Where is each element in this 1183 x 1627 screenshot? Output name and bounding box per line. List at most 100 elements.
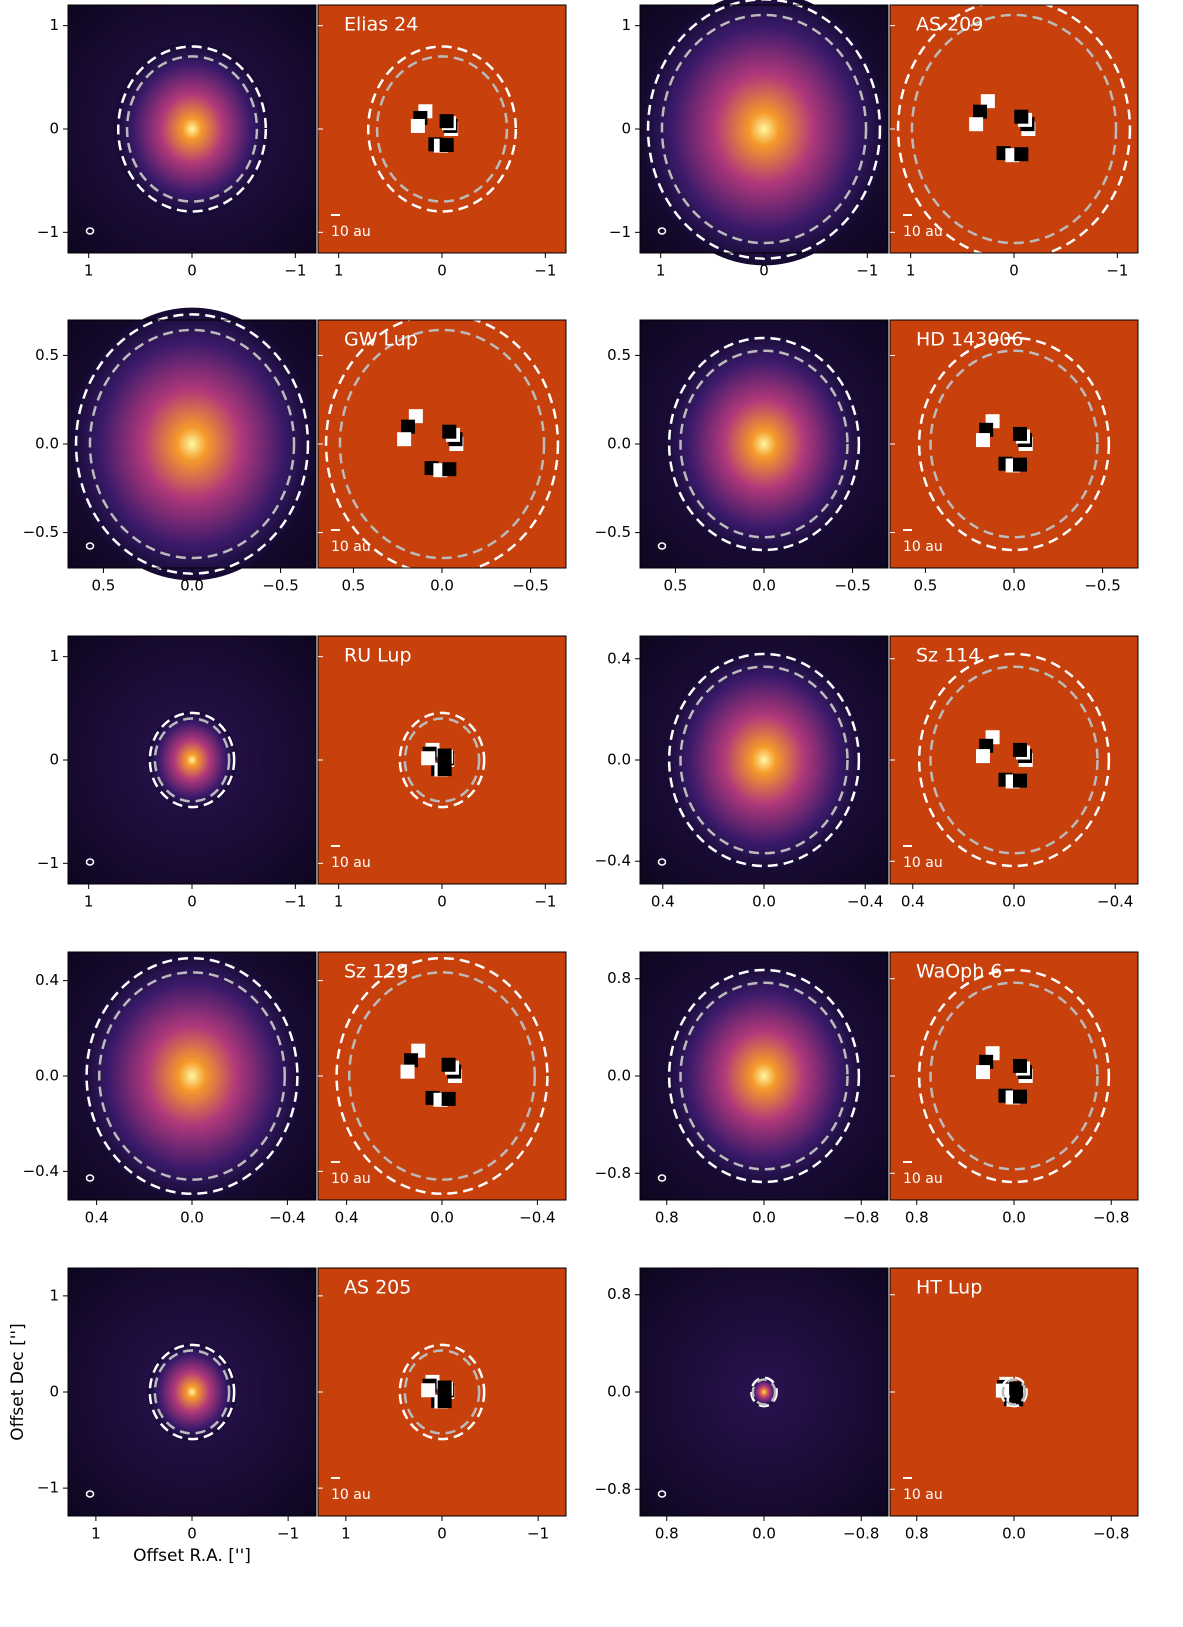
disk-emission <box>147 710 236 809</box>
x-tick-label: 0.0 <box>180 577 204 595</box>
x-tick-label: −0.4 <box>269 1209 305 1227</box>
panel-title: Sz 129 <box>344 961 408 983</box>
x-tick-label: 0.0 <box>1002 1209 1026 1227</box>
residual-blob <box>421 1383 435 1397</box>
x-tick-label: 0 <box>187 262 197 280</box>
scale-label: 10 au <box>903 224 943 240</box>
disk-emission <box>664 648 865 871</box>
y-tick-label: 1 <box>49 16 59 34</box>
panel-title: WaOph 6 <box>916 961 1002 983</box>
residual-background <box>890 636 1138 884</box>
x-tick-label: 0.0 <box>180 1209 204 1227</box>
y-tick-label: 0.4 <box>607 649 631 667</box>
residual-blob <box>442 1092 456 1106</box>
y-tick-label: 0.4 <box>35 971 59 989</box>
y-tick-label: 0.0 <box>607 1067 631 1085</box>
panel-title: AS 209 <box>916 14 983 36</box>
disk-emission <box>69 308 315 581</box>
scale-label: 10 au <box>331 224 371 240</box>
scale-label: 10 au <box>331 1487 371 1503</box>
x-tick-label: −0.8 <box>1093 1209 1129 1227</box>
disk-emission <box>80 952 303 1200</box>
scale-label: 10 au <box>903 1171 943 1187</box>
y-tick-label: 0.0 <box>35 435 59 453</box>
y-tick-label: −0.5 <box>595 523 631 541</box>
x-tick-label: 0.0 <box>1002 893 1026 911</box>
residual-blob <box>440 138 454 152</box>
x-tick-label: 0 <box>437 262 447 280</box>
x-tick-label: 0.0 <box>752 577 776 595</box>
residual-blob <box>411 119 425 133</box>
x-tick-label: 1 <box>334 893 344 911</box>
x-tick-label: −0.5 <box>262 577 298 595</box>
x-tick-label: 1 <box>656 262 666 280</box>
y-tick-label: 0 <box>621 120 631 138</box>
y-tick-label: −1 <box>37 223 59 241</box>
disk-emission <box>114 42 270 216</box>
y-tick-label: 0 <box>49 751 59 769</box>
x-tick-label: −1 <box>527 1525 549 1543</box>
x-axis-label: Offset R.A. [''] <box>133 1546 251 1566</box>
x-tick-label: −1 <box>534 262 556 280</box>
y-tick-label: 0 <box>49 1383 59 1401</box>
x-tick-label: 0.0 <box>752 893 776 911</box>
scale-label: 10 au <box>331 855 371 871</box>
x-tick-label: 0.8 <box>655 1209 679 1227</box>
disk-emission <box>664 964 865 1187</box>
panel-title: Sz 114 <box>916 645 980 667</box>
x-tick-label: 0.8 <box>655 1525 679 1543</box>
residual-blob <box>973 105 987 119</box>
scale-label: 10 au <box>903 855 943 871</box>
residual-blob <box>1013 1090 1027 1104</box>
y-tick-label: 0.0 <box>607 751 631 769</box>
residual-blob <box>442 425 456 439</box>
x-tick-label: −0.5 <box>512 577 548 595</box>
residual-blob <box>438 1381 452 1395</box>
x-tick-label: 0.4 <box>335 1209 359 1227</box>
y-tick-label: −1 <box>609 223 631 241</box>
x-tick-label: 0.5 <box>913 577 937 595</box>
y-tick-label: −0.8 <box>595 1480 631 1498</box>
residual-background <box>318 952 566 1200</box>
x-tick-label: −1 <box>284 893 306 911</box>
figure: 10 au Elias 24 1 1 0 0 −1 −1 −1 0 1 10 au AS 209 1 1 0 0… <box>0 0 1183 1623</box>
x-tick-label: −1 <box>1106 262 1128 280</box>
residual-blob <box>421 751 435 765</box>
x-tick-label: 0.8 <box>905 1209 929 1227</box>
residual-blob <box>401 1065 415 1079</box>
y-tick-label: 0.8 <box>607 1285 631 1303</box>
residual-blob <box>1009 1381 1023 1395</box>
x-tick-label: 1 <box>91 1525 101 1543</box>
x-tick-label: 0.5 <box>341 577 365 595</box>
panel-title: Elias 24 <box>344 14 418 36</box>
x-tick-label: 0.0 <box>752 1209 776 1227</box>
residual-blob <box>976 1065 990 1079</box>
residual-background <box>890 320 1138 568</box>
panel-title: GW Lup <box>344 329 418 351</box>
residual-blob <box>976 749 990 763</box>
x-tick-label: 0 <box>437 893 447 911</box>
x-tick-label: 0.4 <box>651 893 675 911</box>
residual-blob <box>1013 743 1027 757</box>
disk-emission <box>664 332 865 555</box>
x-tick-label: −1 <box>856 262 878 280</box>
y-tick-label: 0.0 <box>607 435 631 453</box>
x-tick-label: 0.5 <box>663 577 687 595</box>
x-tick-label: −0.8 <box>1093 1525 1129 1543</box>
panel-title: AS 205 <box>344 1277 411 1299</box>
x-tick-label: 1 <box>341 1525 351 1543</box>
x-tick-label: −1 <box>534 893 556 911</box>
x-tick-label: 0 <box>759 262 769 280</box>
x-tick-label: −0.4 <box>847 893 883 911</box>
x-tick-label: 0 <box>1009 262 1019 280</box>
residual-blob <box>1013 774 1027 788</box>
x-tick-label: 1 <box>906 262 916 280</box>
x-tick-label: −0.8 <box>843 1209 879 1227</box>
y-tick-label: −1 <box>37 854 59 872</box>
y-tick-label: 0.0 <box>35 1067 59 1085</box>
x-tick-label: 0 <box>187 1525 197 1543</box>
x-tick-label: 0.0 <box>430 1209 454 1227</box>
y-tick-label: −1 <box>37 1479 59 1497</box>
x-tick-label: −0.4 <box>519 1209 555 1227</box>
residual-background <box>318 5 566 253</box>
